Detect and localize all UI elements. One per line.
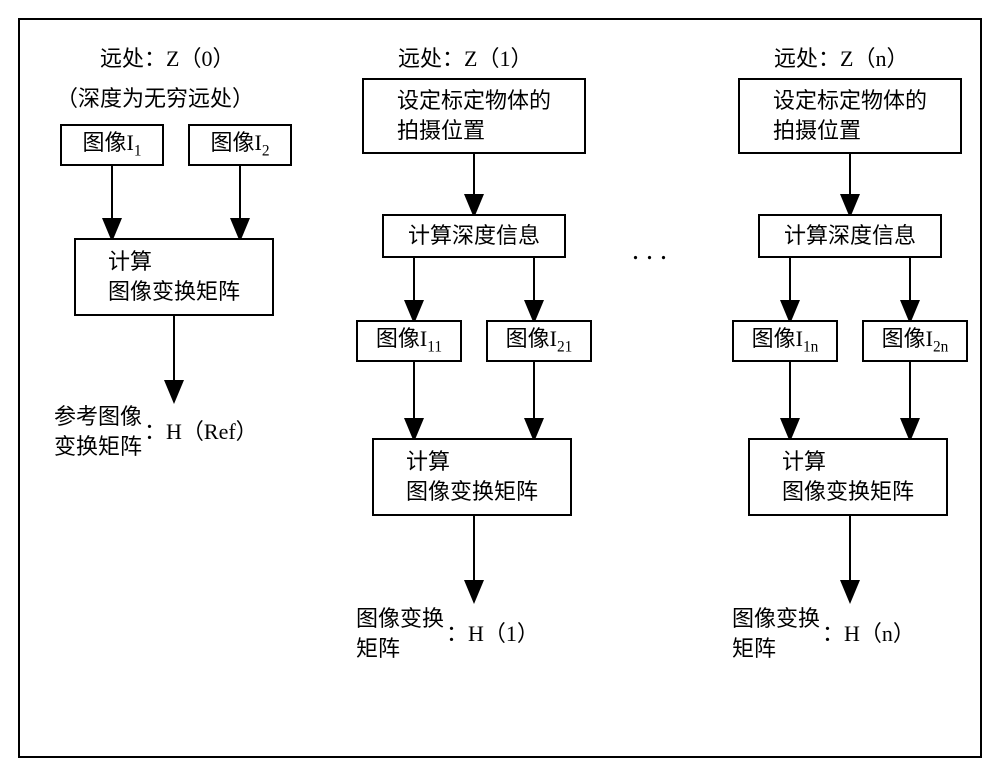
flow-box-calc1: 计算图像变换矩阵 — [372, 438, 572, 516]
flow-box-depthn: 计算深度信息 — [758, 214, 942, 258]
flow-box-i11: 图像I11 — [356, 320, 462, 362]
flowchart-canvas: 远处：Z（0）（深度为无穷远处）图像I1图像I2计算图像变换矩阵参考图像变换矩阵… — [0, 0, 1000, 776]
flow-box-setposn: 设定标定物体的拍摄位置 — [738, 78, 962, 154]
text-label: （深度为无穷远处） — [56, 84, 254, 114]
result-label: 图像变换矩阵：H（1） — [356, 604, 539, 663]
flow-box-i2: 图像I2 — [188, 124, 292, 166]
text-label: . . . — [632, 232, 667, 270]
flow-box-i1: 图像I1 — [60, 124, 164, 166]
text-label: 远处：Z（0） — [100, 44, 234, 74]
flow-box-depth1: 计算深度信息 — [382, 214, 566, 258]
flow-box-setpos1: 设定标定物体的拍摄位置 — [362, 78, 586, 154]
flow-box-calcn: 计算图像变换矩阵 — [748, 438, 948, 516]
flow-box-i2n: 图像I2n — [862, 320, 968, 362]
flow-box-i1n: 图像I1n — [732, 320, 838, 362]
result-label: 图像变换矩阵：H（n） — [732, 604, 915, 663]
text-label: 远处：Z（n） — [774, 44, 908, 74]
flow-box-i21: 图像I21 — [486, 320, 592, 362]
flow-box-calc0: 计算图像变换矩阵 — [74, 238, 274, 316]
result-label: 参考图像变换矩阵：H（Ref） — [54, 402, 258, 461]
text-label: 远处：Z（1） — [398, 44, 532, 74]
